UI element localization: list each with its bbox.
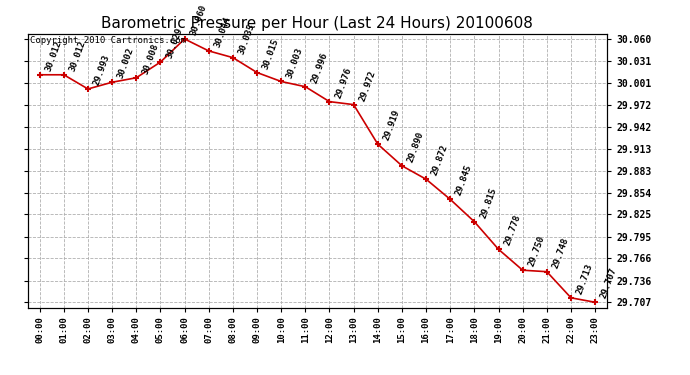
- Text: 30.012: 30.012: [44, 39, 63, 73]
- Text: 30.002: 30.002: [117, 46, 136, 80]
- Text: Copyright 2010 Cartronics.com: Copyright 2010 Cartronics.com: [30, 36, 186, 45]
- Text: 29.972: 29.972: [358, 69, 377, 102]
- Text: 29.996: 29.996: [310, 51, 329, 84]
- Text: 30.015: 30.015: [262, 37, 281, 70]
- Text: 29.890: 29.890: [406, 130, 426, 164]
- Text: 30.035: 30.035: [237, 22, 257, 56]
- Title: Barometric Pressure per Hour (Last 24 Hours) 20100608: Barometric Pressure per Hour (Last 24 Ho…: [101, 16, 533, 31]
- Text: 29.713: 29.713: [575, 262, 595, 296]
- Text: 29.707: 29.707: [600, 267, 619, 300]
- Text: 30.012: 30.012: [68, 39, 88, 73]
- Text: 30.044: 30.044: [213, 15, 233, 49]
- Text: 29.815: 29.815: [479, 186, 498, 219]
- Text: 30.060: 30.060: [189, 3, 208, 37]
- Text: 29.976: 29.976: [334, 66, 353, 99]
- Text: 29.919: 29.919: [382, 109, 402, 142]
- Text: 30.003: 30.003: [286, 46, 305, 80]
- Text: 29.872: 29.872: [431, 144, 450, 177]
- Text: 29.778: 29.778: [503, 214, 522, 247]
- Text: 30.029: 30.029: [165, 27, 184, 60]
- Text: 29.845: 29.845: [455, 164, 474, 197]
- Text: 29.750: 29.750: [527, 235, 546, 268]
- Text: 29.748: 29.748: [551, 236, 571, 270]
- Text: 29.993: 29.993: [92, 53, 112, 87]
- Text: 30.008: 30.008: [141, 42, 160, 76]
